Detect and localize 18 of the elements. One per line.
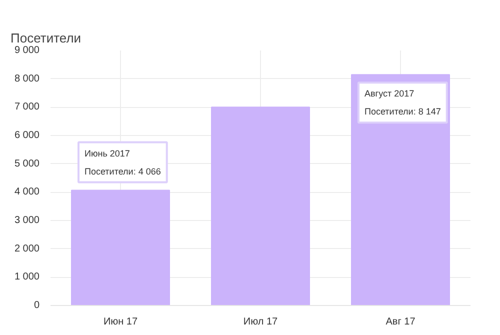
chart-title: Посетители [10,30,82,46]
y-tick-label: 1 000 [14,272,40,283]
y-tick-label: 5 000 [14,158,40,170]
y-tick-label: 9 000 [14,45,40,56]
bar [211,106,310,306]
y-tick-label: 6 000 [14,130,40,141]
y-tick-label: 3 000 [14,215,40,226]
bar [71,190,170,306]
y-tick-label: 0 [34,300,40,311]
y-tick-label: 8 000 [14,73,40,84]
y-tick-label: 2 000 [14,243,40,254]
y-tick-label: 7 000 [14,102,40,113]
x-tick-label: Авг 17 [386,316,416,328]
annotation: Август 2017 Посетители: 8 147 [364,88,441,117]
x-tick-label: Июл 17 [243,316,278,328]
y-tick-label: 4 000 [14,186,40,198]
annotation: Июнь 2017 Посетители: 4 066 [84,148,161,176]
x-tick-label: Июн 17 [103,316,138,328]
